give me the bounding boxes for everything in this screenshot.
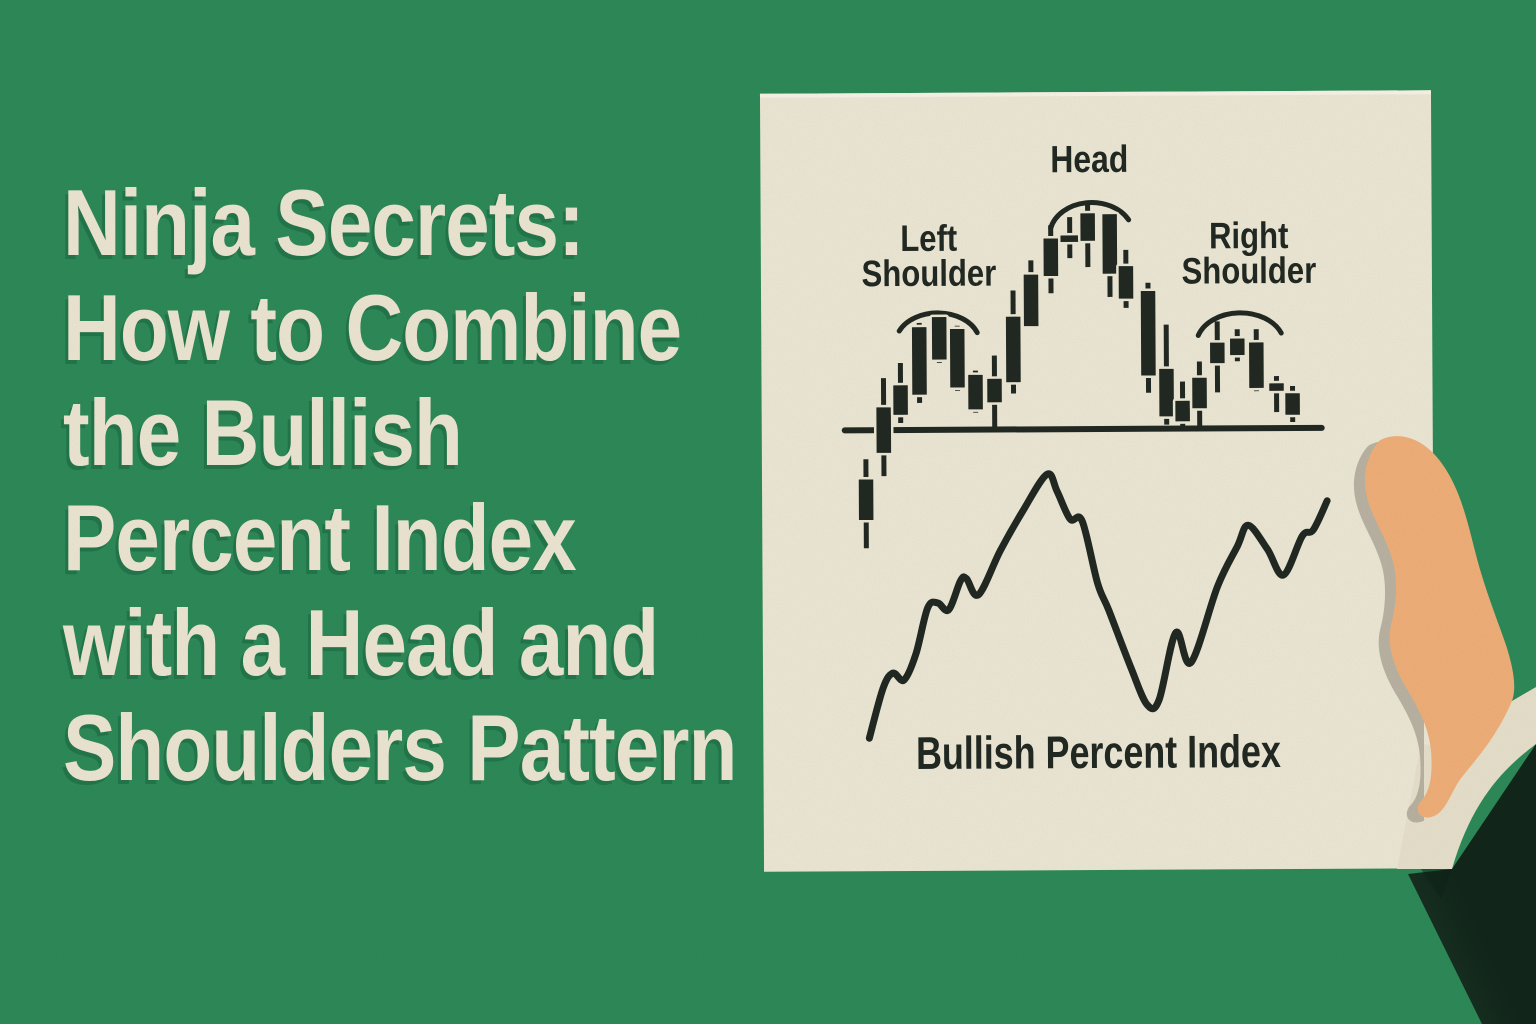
candle-body [929,314,950,363]
candle-body [1156,366,1177,419]
candlestick [947,325,968,391]
candlestick [965,370,986,413]
candle-body [1003,314,1024,385]
candle-body [1189,375,1210,411]
neckline [841,424,1325,434]
candle-body [1138,288,1159,379]
candle-body [856,476,876,523]
candle-body [1021,272,1041,329]
candle-body [1207,340,1228,366]
left-shoulder-label-line2: Shoulder [861,253,996,295]
headline-line-4: Percent Index [63,486,576,591]
candle-body [965,372,986,412]
paper-group: Head Left Shoulder Right Shoulder Bullis… [759,90,1436,872]
candle-body [1172,398,1193,424]
bpi-label: Bullish Percent Index [916,726,1281,779]
candlestick [929,312,950,363]
candle-body [1040,235,1061,279]
candle-body [890,382,911,418]
headline-line-5: with a Head and [62,591,658,696]
candle-body [984,376,1005,405]
candlestick [1282,385,1303,423]
headline-line-1: Ninja Secrets: [63,171,584,276]
candle-body [1057,232,1082,245]
headline-line-6: Shoulders Pattern [63,696,737,801]
head-label: Head [1050,138,1128,181]
candle-body [1266,380,1287,394]
headline-line-3: the Bullish [63,381,462,486]
candle-body [873,404,894,456]
right-shoulder-label-line2: Shoulder [1181,250,1316,292]
headline-line-2: How to Combine [63,276,681,381]
candlestick [909,322,930,403]
candle-body [1227,335,1248,358]
candlestick [1138,282,1159,393]
neckline-layer [841,424,1325,434]
candle-body [1282,390,1303,418]
candle-body [1099,211,1120,277]
candle-body [1116,263,1136,302]
candle-body [1246,339,1267,391]
candle-body [947,326,968,391]
candle-body [1077,210,1098,244]
candle-body [909,324,930,398]
